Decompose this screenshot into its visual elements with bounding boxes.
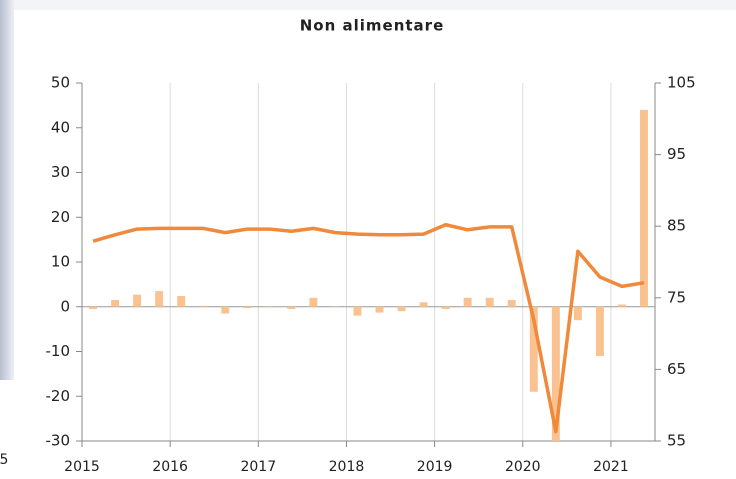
bar	[309, 297, 318, 307]
x-tick-label: 2015	[64, 459, 100, 475]
y2-tick-label: 55	[667, 432, 686, 450]
bar	[133, 294, 142, 307]
bar	[375, 306, 384, 313]
x-tick-label: 2021	[593, 459, 629, 475]
y-tick-label: 40	[51, 118, 70, 136]
y-tick-label: 20	[51, 208, 70, 226]
bar	[265, 306, 274, 308]
bar	[640, 109, 648, 307]
bar	[353, 306, 362, 316]
bar	[595, 306, 604, 356]
x-tick-label: 2016	[152, 459, 188, 475]
bar	[89, 306, 97, 309]
bar	[155, 291, 164, 307]
chart-title: Non alimentare	[300, 17, 445, 35]
y-tick-label: 30	[51, 163, 70, 181]
bar	[551, 306, 560, 441]
y-tick-label: -30	[46, 432, 71, 450]
bar	[463, 297, 472, 307]
x-tick-label: 2019	[417, 459, 453, 475]
bar	[507, 300, 516, 307]
bar	[199, 305, 208, 307]
bar	[419, 302, 428, 307]
y2-tick-label: 65	[667, 360, 686, 378]
top-strip	[14, 0, 736, 10]
y-tick-label: -10	[46, 342, 71, 360]
bar	[221, 306, 230, 314]
x-tick-label: 2018	[329, 459, 365, 475]
y-tick-label: 50	[51, 74, 70, 92]
y2-tick-label: 95	[667, 145, 686, 163]
bar	[177, 296, 186, 307]
y2-tick-label: 85	[667, 217, 686, 235]
y-tick-label: -20	[46, 387, 71, 405]
y2-tick-label: 75	[667, 288, 686, 306]
y2-tick-label: 105	[667, 74, 696, 92]
y-tick-label: 0	[60, 297, 70, 315]
bar	[243, 306, 252, 309]
bar	[111, 300, 120, 307]
bar	[397, 306, 406, 312]
bar	[287, 306, 296, 309]
x-tick-label: 2020	[505, 459, 541, 475]
y-tick-label: 10	[51, 253, 70, 271]
edge-text: 5	[0, 452, 8, 468]
bar	[485, 297, 494, 307]
bar	[529, 306, 538, 392]
bar	[441, 306, 450, 309]
bar	[573, 306, 582, 321]
x-tick-label: 2017	[240, 459, 276, 475]
bar	[617, 304, 626, 307]
bar	[331, 306, 340, 308]
line	[92, 223, 645, 434]
left-strip	[0, 0, 14, 380]
